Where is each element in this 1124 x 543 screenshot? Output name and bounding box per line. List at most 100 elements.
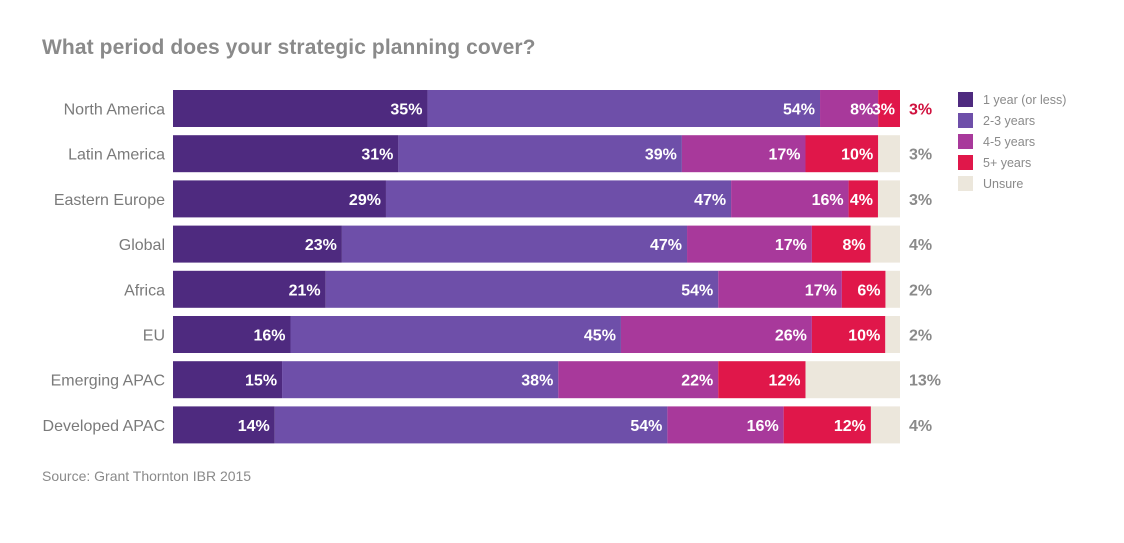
- data-label: 12%: [768, 373, 800, 390]
- category-label: Latin America: [68, 147, 165, 164]
- legend-swatch: [958, 176, 973, 191]
- bar-segment: [805, 361, 900, 399]
- data-label: 16%: [253, 328, 285, 345]
- bar-segment: [325, 270, 719, 308]
- legend-swatch: [958, 113, 973, 128]
- bar-segment: [731, 180, 849, 218]
- data-label: 3%: [872, 102, 895, 119]
- data-label: 35%: [390, 102, 422, 119]
- bar-segment: [173, 180, 386, 218]
- outside-data-label: 4%: [909, 237, 932, 254]
- bar-segment: [274, 406, 668, 444]
- legend-item: 5+ years: [958, 152, 1066, 173]
- bar-segment: [878, 135, 900, 173]
- data-label: 38%: [521, 373, 553, 390]
- bar-segment: [681, 135, 806, 173]
- bar-segment: [173, 225, 342, 263]
- bar-segment: [718, 361, 806, 399]
- bar-segment: [620, 316, 812, 353]
- bar-segment: [811, 316, 886, 353]
- bar-segment: [173, 361, 283, 399]
- data-label: 16%: [812, 192, 844, 209]
- bar-segment: [385, 180, 732, 218]
- bar-segment: [282, 361, 559, 399]
- bar-segment: [341, 225, 688, 263]
- category-label: Eastern Europe: [54, 192, 165, 209]
- legend-label: 4-5 years: [983, 134, 1036, 149]
- bar-segment: [173, 90, 428, 127]
- category-label: Africa: [124, 282, 165, 299]
- outside-data-label: 2%: [909, 328, 932, 345]
- bar-segment: [173, 406, 275, 444]
- category-label: Developed APAC: [43, 418, 165, 435]
- legend-swatch: [958, 134, 973, 149]
- data-label: 54%: [681, 282, 713, 299]
- data-label: 12%: [834, 418, 866, 435]
- category-label: Global: [119, 237, 165, 254]
- data-label: 14%: [238, 418, 270, 435]
- data-label: 54%: [630, 418, 662, 435]
- data-label: 15%: [245, 373, 277, 390]
- data-label: 4%: [850, 192, 873, 209]
- data-label: 47%: [694, 192, 726, 209]
- bar-segment: [870, 225, 900, 263]
- bar-segment: [173, 270, 326, 308]
- data-label: 17%: [768, 147, 800, 164]
- outside-data-label: 13%: [909, 373, 941, 390]
- legend-item: 1 year (or less): [958, 89, 1066, 110]
- outside-data-label: 3%: [909, 102, 932, 119]
- legend-label: 2-3 years: [983, 113, 1036, 128]
- legend-item: 4-5 years: [958, 131, 1066, 152]
- data-label: 17%: [775, 237, 807, 254]
- bar-segment: [558, 361, 719, 399]
- data-label: 10%: [841, 147, 873, 164]
- data-label: 26%: [775, 328, 807, 345]
- data-label: 47%: [650, 237, 682, 254]
- data-label: 17%: [805, 282, 837, 299]
- bar-segment: [173, 135, 399, 173]
- data-label: 29%: [349, 192, 381, 209]
- bar-segment: [877, 180, 900, 218]
- legend-label: 5+ years: [983, 155, 1032, 170]
- data-label: 10%: [848, 328, 880, 345]
- source-note: Source: Grant Thornton IBR 2015: [42, 468, 252, 484]
- legend: 1 year (or less) 2-3 years 4-5 years 5+ yea…: [958, 89, 1066, 194]
- legend-item: 2-3 years: [958, 110, 1066, 131]
- bar-segment: [427, 90, 821, 127]
- bar-segment: [667, 406, 784, 444]
- outside-data-label: 3%: [909, 147, 932, 164]
- chart-title: What period does your strategic planning…: [42, 36, 536, 59]
- legend-label: 1 year (or less): [983, 92, 1067, 107]
- bar-segment: [820, 90, 879, 127]
- data-label: 8%: [850, 102, 873, 119]
- data-label: 23%: [305, 237, 337, 254]
- bar-segment: [687, 225, 812, 263]
- legend-item: Unsure: [958, 173, 1066, 194]
- outside-data-label: 4%: [909, 418, 932, 435]
- bar-segment: [841, 270, 886, 308]
- bar-segment: [885, 270, 900, 308]
- bar-segment: [885, 316, 900, 353]
- bar-segment: [805, 135, 879, 173]
- category-label: North America: [64, 102, 165, 119]
- bar-segment: [870, 406, 900, 444]
- data-label: 16%: [747, 418, 779, 435]
- category-label: EU: [143, 328, 165, 345]
- data-label: 8%: [843, 237, 866, 254]
- data-label: 39%: [645, 147, 677, 164]
- data-label: 54%: [783, 102, 815, 119]
- data-label: 21%: [289, 282, 321, 299]
- bar-segment: [811, 225, 871, 263]
- data-label: 31%: [361, 147, 393, 164]
- bar-segment: [173, 316, 291, 353]
- data-label: 45%: [584, 328, 616, 345]
- bar-segment: [848, 180, 878, 218]
- bar-segment: [290, 316, 621, 353]
- bar-segment: [398, 135, 682, 173]
- data-label: 6%: [857, 282, 880, 299]
- bar-segment: [718, 270, 842, 308]
- category-label: Emerging APAC: [51, 373, 165, 390]
- legend-swatch: [958, 92, 973, 107]
- outside-data-label: 3%: [909, 192, 932, 209]
